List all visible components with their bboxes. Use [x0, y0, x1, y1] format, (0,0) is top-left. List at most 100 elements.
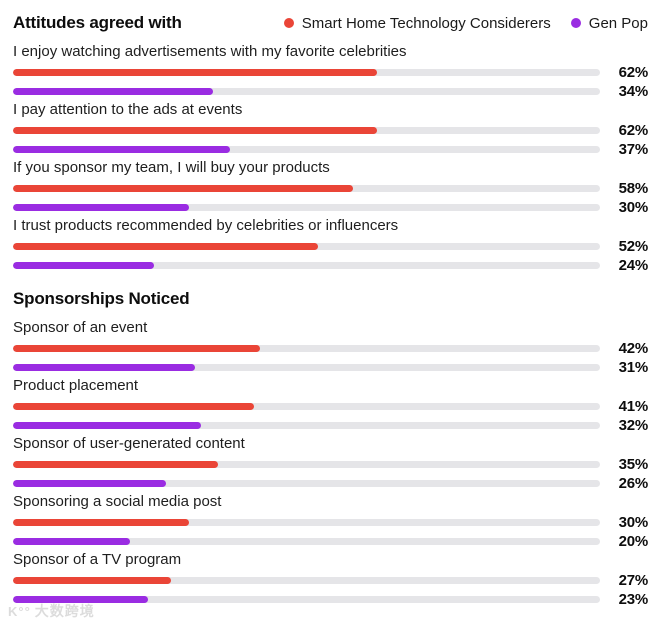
value-label: 62%: [618, 122, 649, 139]
bar-track: [13, 519, 600, 526]
bar-fill-considerers: [13, 243, 319, 250]
bar-track: [13, 538, 600, 545]
bar-track: [13, 204, 600, 211]
legend: Smart Home Technology Considerers Gen Po…: [283, 14, 648, 32]
bar-fill-considerers: [13, 461, 219, 468]
bar-row-genpop: 20%: [13, 532, 648, 551]
item-label: I enjoy watching advertisements with my …: [13, 43, 407, 60]
legend-dot-genpop-icon: [570, 18, 581, 28]
chart-item: Product placement 41% 32%: [13, 377, 648, 435]
bar-row-considerers: 42%: [13, 339, 648, 358]
bar-fill-considerers: [13, 345, 260, 352]
value-label: 30%: [618, 514, 649, 531]
bar-fill-genpop: [13, 204, 190, 211]
bar-row-considerers: 62%: [13, 63, 648, 82]
item-label: Sponsor of user-generated content: [13, 435, 245, 452]
bar-track: [13, 364, 600, 371]
bar-track: [13, 403, 600, 410]
value-label: 26%: [618, 475, 649, 492]
bar-fill-genpop: [13, 88, 213, 95]
item-label: Sponsor of a TV program: [13, 551, 182, 568]
bar-row-considerers: 41%: [13, 397, 648, 416]
bar-row-considerers: 35%: [13, 455, 648, 474]
bar-row-genpop: 24%: [13, 256, 648, 275]
bar-track: [13, 69, 600, 76]
value-label: 37%: [618, 141, 649, 158]
bar-fill-genpop: [13, 364, 195, 371]
value-label: 32%: [618, 417, 649, 434]
bar-row-considerers: 62%: [13, 121, 648, 140]
watermark: K°° 大数跨境: [8, 601, 95, 621]
bar-fill-genpop: [13, 538, 131, 545]
bar-fill-considerers: [13, 69, 377, 76]
bar-fill-considerers: [13, 127, 377, 134]
legend-label-considerers: Smart Home Technology Considerers: [301, 14, 551, 32]
watermark-text: 大数跨境: [34, 603, 95, 619]
bar-row-considerers: 30%: [13, 513, 648, 532]
value-label: 34%: [618, 83, 649, 100]
bar-row-genpop: 31%: [13, 358, 648, 377]
value-label: 31%: [618, 359, 649, 376]
bar-track: [13, 146, 600, 153]
bar-track: [13, 345, 600, 352]
bar-track: [13, 422, 600, 429]
bar-fill-considerers: [13, 403, 254, 410]
item-label: Sponsor of an event: [13, 319, 148, 336]
bar-fill-genpop: [13, 262, 154, 269]
chart-item: I trust products recommended by celebrit…: [13, 217, 648, 275]
chart-body: I enjoy watching advertisements with my …: [13, 43, 648, 609]
bar-fill-genpop: [13, 596, 148, 603]
bar-fill-genpop: [13, 146, 231, 153]
value-label: 41%: [618, 398, 649, 415]
bar-row-considerers: 58%: [13, 179, 648, 198]
value-label: 20%: [618, 533, 649, 550]
watermark-logo-icon: K°°: [8, 603, 31, 619]
bar-track: [13, 127, 600, 134]
chart-item: Sponsoring a social media post 30% 20%: [13, 493, 648, 551]
value-label: 27%: [618, 572, 649, 589]
chart-item: Sponsor of user-generated content 35% 26%: [13, 435, 648, 493]
bar-track: [13, 262, 600, 269]
bar-track: [13, 185, 600, 192]
item-label: I pay attention to the ads at events: [13, 101, 243, 118]
bar-track: [13, 88, 600, 95]
bar-row-genpop: 34%: [13, 82, 648, 101]
bar-row-genpop: 32%: [13, 416, 648, 435]
value-label: 24%: [618, 257, 649, 274]
bar-fill-considerers: [13, 185, 354, 192]
legend-label-genpop: Gen Pop: [588, 14, 648, 32]
item-label: Product placement: [13, 377, 139, 394]
value-label: 62%: [618, 64, 649, 81]
bar-track: [13, 480, 600, 487]
bar-track: [13, 596, 600, 603]
bar-row-genpop: 23%: [13, 590, 648, 609]
bar-track: [13, 577, 600, 584]
bar-row-considerers: 52%: [13, 237, 648, 256]
item-label: Sponsoring a social media post: [13, 493, 222, 510]
section-title-1: Sponsorships Noticed: [13, 289, 190, 308]
chart-item: Sponsor of an event 42% 31%: [13, 319, 648, 377]
bar-fill-considerers: [13, 577, 172, 584]
bar-row-considerers: 27%: [13, 571, 648, 590]
legend-dot-considerers-icon: [283, 18, 294, 28]
section-title-attitudes: Attitudes agreed with: [13, 13, 182, 32]
value-label: 58%: [618, 180, 649, 197]
bar-row-genpop: 30%: [13, 198, 648, 217]
bar-track: [13, 461, 600, 468]
bar-fill-genpop: [13, 422, 201, 429]
chart-item: Sponsor of a TV program 27% 23%: [13, 551, 648, 609]
chart-header: Attitudes agreed with Smart Home Technol…: [13, 12, 648, 34]
item-label: I trust products recommended by celebrit…: [13, 217, 399, 234]
value-label: 23%: [618, 591, 649, 608]
value-label: 52%: [618, 238, 649, 255]
value-label: 30%: [618, 199, 649, 216]
bar-fill-genpop: [13, 480, 166, 487]
bar-fill-considerers: [13, 519, 190, 526]
value-label: 42%: [618, 340, 649, 357]
bar-track: [13, 243, 600, 250]
bar-row-genpop: 37%: [13, 140, 648, 159]
value-label: 35%: [618, 456, 649, 473]
chart-item: I pay attention to the ads at events 62% 3…: [13, 101, 648, 159]
chart-item: I enjoy watching advertisements with my …: [13, 43, 648, 101]
